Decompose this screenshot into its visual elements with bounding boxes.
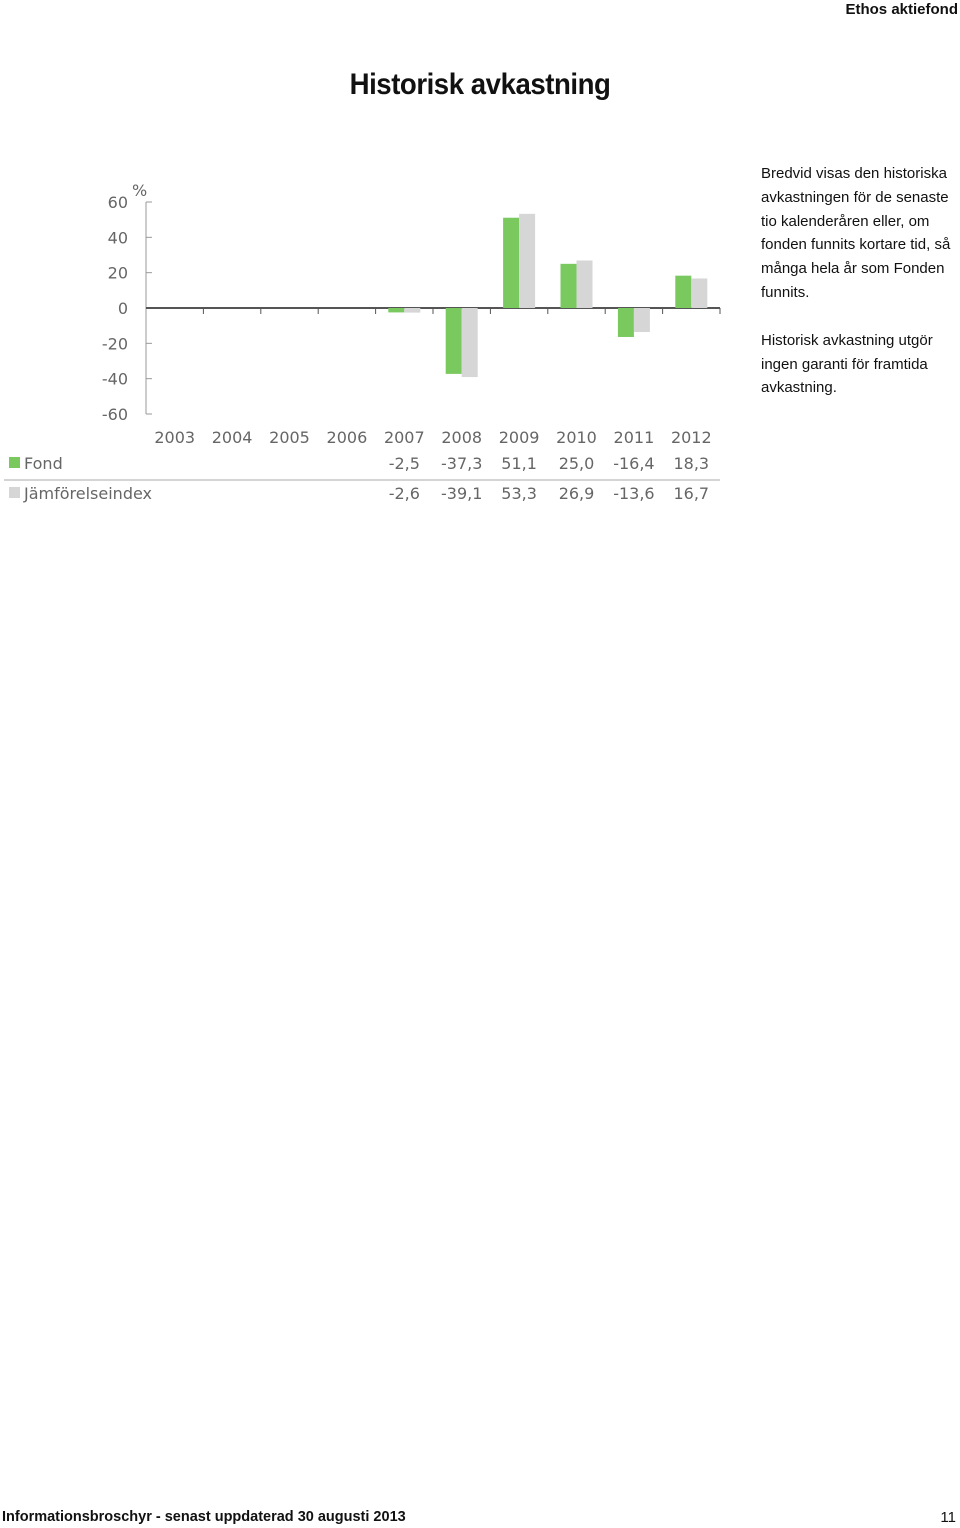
bar-j-mf-relseindex-2011 <box>633 308 650 333</box>
data-label: -2,5 <box>389 454 420 473</box>
data-label: 16,7 <box>673 484 709 503</box>
legend-label-1: Fond <box>24 454 63 473</box>
x-tick-label: 2007 <box>384 428 425 447</box>
x-tick-label: 2011 <box>614 428 655 447</box>
y-axis-unit-label: % <box>132 181 147 200</box>
legend-swatch-2 <box>9 487 20 498</box>
side-paragraph-2: Historisk avkastning utgör ingen garanti… <box>761 331 933 397</box>
x-tick-label: 2004 <box>212 428 253 447</box>
data-label: 26,9 <box>559 484 595 503</box>
side-paragraph-1: Bredvid visas den historiska avkastninge… <box>761 165 951 301</box>
data-label: -2,6 <box>389 484 420 503</box>
data-label: -37,3 <box>441 454 482 473</box>
x-tick-label: 2012 <box>671 428 712 447</box>
page-title: Historisk avkastning <box>349 68 611 101</box>
data-label: -39,1 <box>441 484 482 503</box>
y-tick-label: 40 <box>108 228 128 247</box>
y-tick-label: 60 <box>108 193 128 212</box>
bar-j-mf-relseindex-2009 <box>519 213 536 308</box>
bar-fond-2009 <box>503 217 520 308</box>
bar-j-mf-relseindex-2010 <box>576 260 593 308</box>
x-tick-label: 2005 <box>269 428 310 447</box>
returns-bar-chart: %60 40 20 0 -20 -40 -60 2003 2004 2005 2006 2007 200… <box>4 181 721 503</box>
x-tick-label: 2003 <box>154 428 195 447</box>
data-label: 53,3 <box>501 484 537 503</box>
y-tick-label: -40 <box>102 370 128 389</box>
bar-fond-2011 <box>617 308 634 337</box>
data-label: -16,4 <box>613 454 654 473</box>
page-number: 11 <box>940 1509 956 1526</box>
y-tick-label: -20 <box>102 334 128 353</box>
data-label: 18,3 <box>673 454 709 473</box>
x-tick-label: 2008 <box>441 428 482 447</box>
footer-text: Informationsbroschyr - senast uppdaterad… <box>2 1509 406 1525</box>
y-tick-label: -60 <box>102 405 128 424</box>
x-tick-label: 2006 <box>327 428 368 447</box>
bar-j-mf-relseindex-2007 <box>404 308 421 313</box>
bar-fond-2008 <box>445 308 462 374</box>
bar-fond-2010 <box>560 263 577 308</box>
data-label: 51,1 <box>501 454 537 473</box>
brand-header: Ethos aktiefond <box>845 1 958 18</box>
data-label: 25,0 <box>559 454 595 473</box>
y-tick-label: 20 <box>108 264 128 283</box>
legend-label-2: Jämförelseindex <box>23 484 152 503</box>
bar-fond-2012 <box>675 275 692 308</box>
legend-swatch-1 <box>9 457 20 468</box>
bar-j-mf-relseindex-2008 <box>461 308 478 378</box>
side-text: Bredvid visas den historiska avkastninge… <box>761 162 957 424</box>
x-tick-label: 2010 <box>556 428 597 447</box>
x-tick-label: 2009 <box>499 428 540 447</box>
y-tick-label: 0 <box>118 299 128 318</box>
data-label: -13,6 <box>613 484 654 503</box>
bar-j-mf-relseindex-2012 <box>691 278 708 308</box>
bar-fond-2007 <box>388 308 405 313</box>
